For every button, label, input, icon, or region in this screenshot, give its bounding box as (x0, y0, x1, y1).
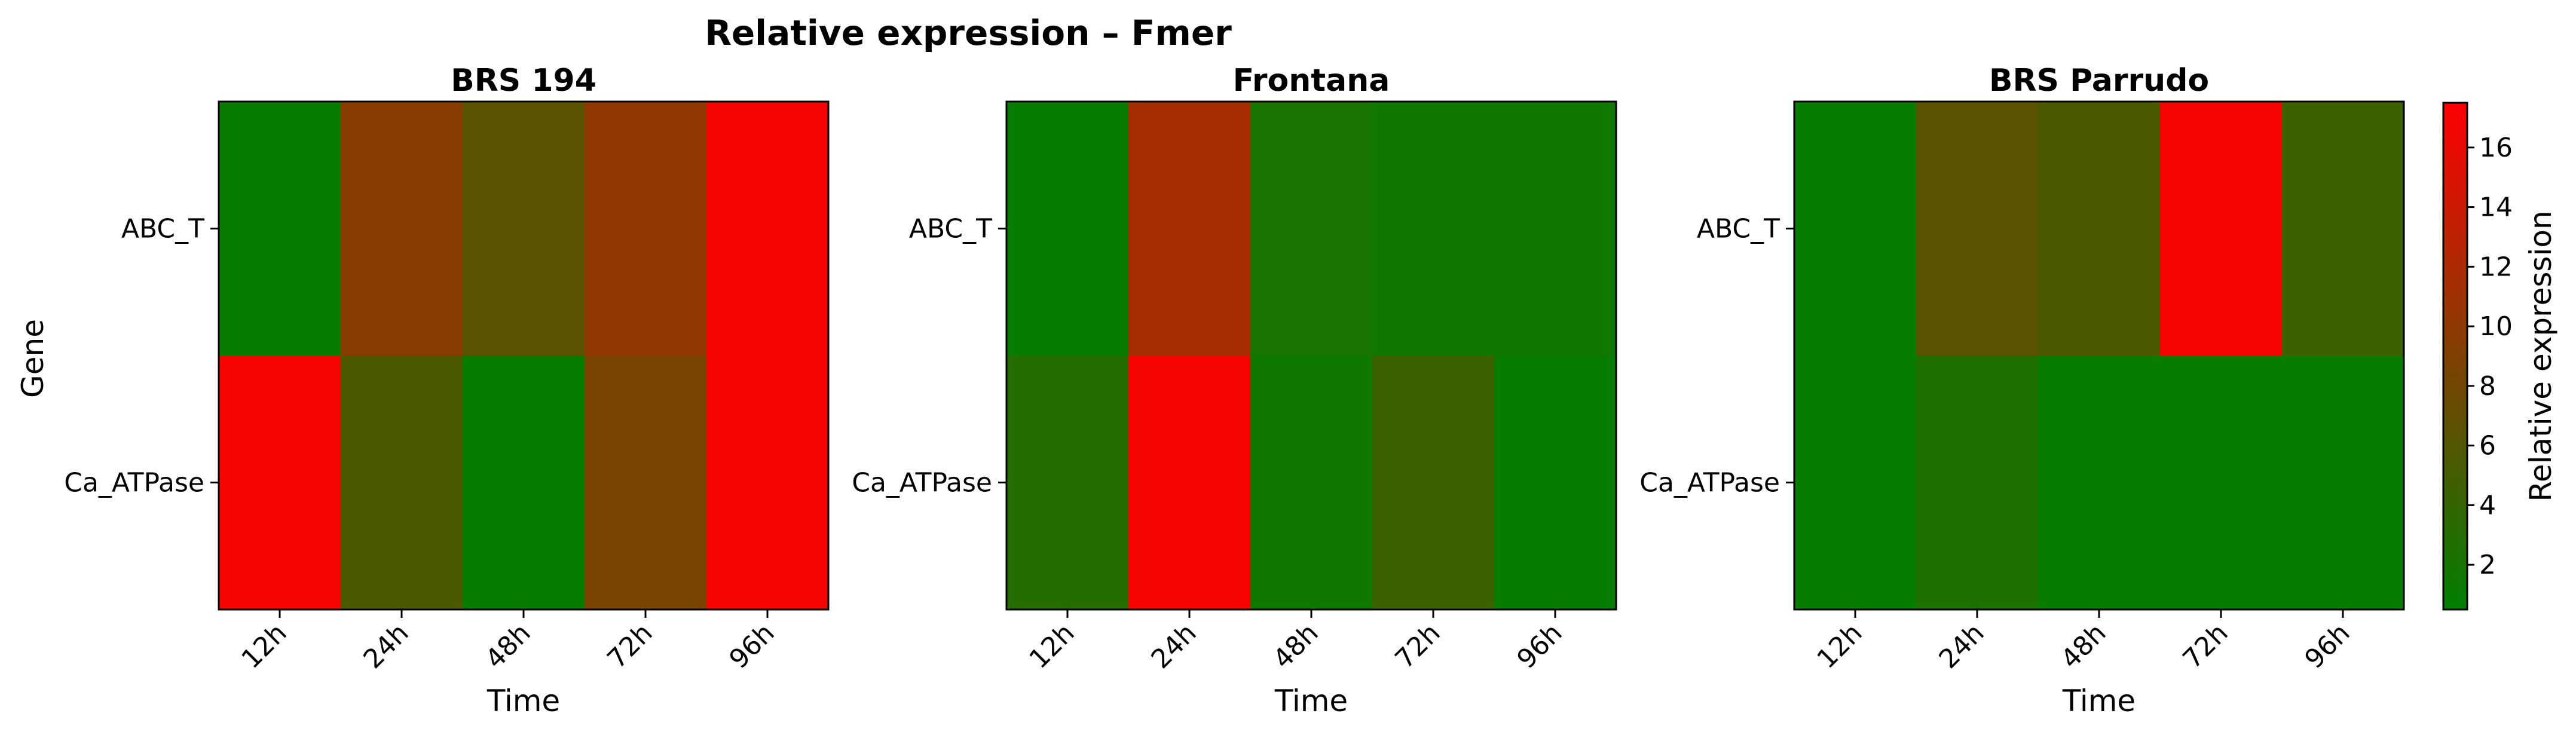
heatmap-cell (1128, 102, 1251, 356)
x-axis-label: Time (1274, 684, 1348, 718)
y-tick-label: ABC_T (1697, 214, 1780, 244)
x-tick-label: 48h (479, 618, 536, 675)
x-tick-label: 96h (723, 618, 780, 675)
colorbar-tick-label: 10 (2479, 311, 2513, 342)
heatmap-cell (706, 102, 829, 356)
heatmap-cell (1494, 102, 1617, 356)
y-tick-label: Ca_ATPase (64, 468, 204, 498)
heatmap-cell (2038, 356, 2161, 610)
x-tick-label: 72h (2177, 618, 2234, 675)
y-axis-label: Gene (16, 319, 50, 398)
heatmap-cell (1250, 356, 1373, 610)
heatmap-cell (1372, 102, 1495, 356)
colorbar-tick-label: 16 (2479, 133, 2513, 163)
colorbar-tick-label: 8 (2479, 371, 2496, 402)
colorbar-label: Relative expression (2523, 210, 2558, 501)
y-tick-label: Ca_ATPase (852, 468, 992, 498)
y-tick-label: Ca_ATPase (1639, 468, 1780, 498)
heatmap-cell (1006, 102, 1129, 356)
heatmap-cell (2282, 102, 2404, 356)
heatmap-cell (341, 356, 463, 610)
x-tick-label: 72h (601, 618, 658, 675)
x-tick-label: 72h (1389, 618, 1446, 675)
colorbar-tick-label: 2 (2479, 550, 2496, 580)
panel-title: BRS 194 (451, 63, 596, 99)
panel-3: BRS Parrudo ABC_T Ca_ATPase 12h 24h 48h 72h 96h… (1639, 63, 2405, 718)
colorbar-tick-label: 12 (2479, 252, 2513, 282)
heatmap-cell (341, 102, 463, 356)
x-tick-label: 96h (1511, 618, 1568, 675)
colorbar-ticks: 2 4 6 8 10 12 14 16 (2467, 133, 2513, 580)
heatmap-cell (1916, 102, 2039, 356)
x-axis-label: Time (2062, 684, 2136, 718)
heatmap-cell (1372, 356, 1495, 610)
x-tick-label: 24h (1145, 618, 1202, 675)
panel-1: BRS 194 ABC_T Ca_ATPase 12h 24h 48h 72h 96h Time (64, 63, 830, 718)
x-tick-label: 12h (1023, 618, 1080, 675)
y-tick-label: ABC_T (909, 214, 992, 244)
colorbar-gradient (2442, 102, 2468, 611)
x-tick-label: 48h (1267, 618, 1324, 675)
heatmap-cell (2038, 102, 2161, 356)
x-tick-label: 12h (1811, 618, 1868, 675)
x-tick-label: 48h (2055, 618, 2112, 675)
heatmap-cell (1128, 356, 1251, 610)
heatmap-cell (1006, 356, 1129, 610)
x-tick-label: 96h (2299, 618, 2355, 675)
heatmap-cell (2160, 102, 2283, 356)
x-tick-label: 24h (357, 618, 414, 675)
panel-title: Frontana (1233, 63, 1390, 99)
panel-2: Frontana ABC_T Ca_ATPase 12h 24h 48h 72h 96h Tim… (852, 63, 1617, 718)
heatmap-cell (1916, 356, 2039, 610)
colorbar: 2 4 6 8 10 12 14 16 Relative expression (2442, 102, 2558, 611)
chart-title: Relative expression – Fmer (705, 13, 1232, 53)
heatmap-cell (1494, 356, 1617, 610)
x-tick-label: 12h (235, 618, 292, 675)
heatmap-cell (2282, 356, 2404, 610)
heatmap-cell (1794, 102, 1917, 356)
colorbar-tick-label: 6 (2479, 431, 2496, 461)
colorbar-tick-label: 14 (2479, 192, 2513, 223)
colorbar-tick-label: 4 (2479, 490, 2496, 520)
x-axis-label: Time (487, 684, 560, 718)
heatmap-cell (463, 102, 585, 356)
heatmap-cell (2160, 356, 2283, 610)
y-tick-label: ABC_T (121, 214, 204, 244)
heatmap-cell (585, 102, 707, 356)
heatmap-cell (706, 356, 829, 610)
heatmap-cell (585, 356, 707, 610)
heatmap-cell (1250, 102, 1373, 356)
x-tick-label: 24h (1933, 618, 1990, 675)
panel-title: BRS Parrudo (1989, 63, 2209, 99)
heatmap-cell (219, 356, 341, 610)
heatmap-cell (463, 356, 585, 610)
heatmap-cell (219, 102, 341, 356)
heatmap-panels: BRS 194 ABC_T Ca_ATPase 12h 24h 48h 72h 96h Time… (64, 63, 2405, 718)
heatmap-cell (1794, 356, 1917, 610)
